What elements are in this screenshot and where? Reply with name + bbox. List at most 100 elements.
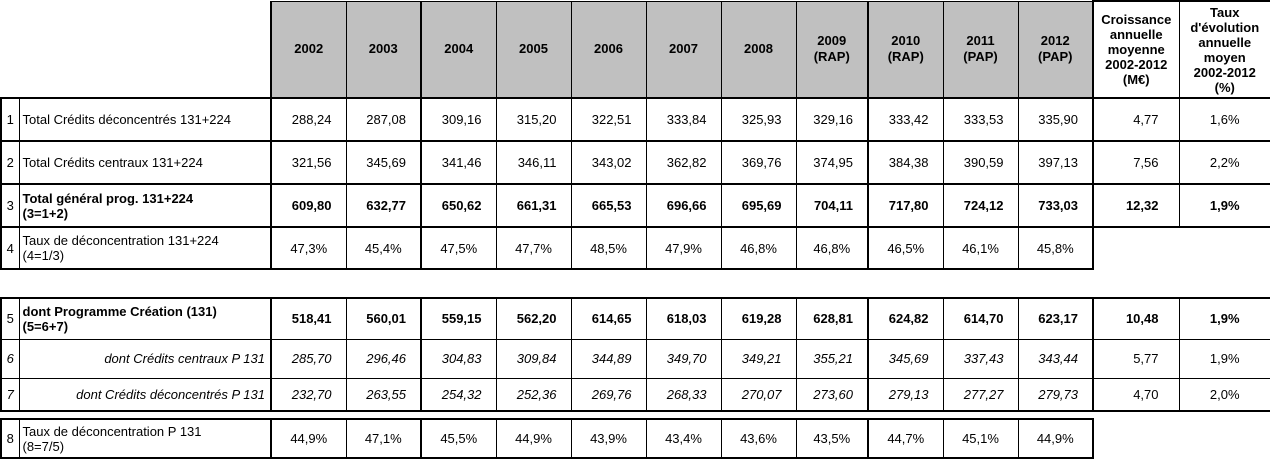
- year-label: 2008: [744, 41, 773, 57]
- value-cell: 45,8%: [1017, 226, 1094, 270]
- row-number: 5: [0, 297, 20, 340]
- table-row: 2 Total Crédits centraux 131+224 321,56 345…: [0, 140, 1270, 185]
- value-cell: 269,76: [570, 377, 647, 412]
- value-cell: 390,59: [942, 140, 1019, 185]
- value-cell: 315,20: [495, 97, 572, 142]
- value-cell: 296,46: [345, 338, 422, 379]
- table-header: 2002 2003 2004 2005 2006 2007 2008 2009 (RAP) 201…: [1, 0, 1270, 99]
- value-cell: 43,6%: [720, 418, 797, 459]
- value-cell: 43,4%: [645, 418, 722, 459]
- year-header: 2010 (RAP): [867, 0, 944, 99]
- value-cell: 333,84: [645, 97, 722, 142]
- rate-cell: 2,2%: [1178, 140, 1270, 185]
- rate-cell: 1,9%: [1178, 183, 1270, 228]
- year-label: 2007: [669, 41, 698, 57]
- row-label-line: (8=7/5): [22, 438, 65, 454]
- value-cell: 287,08: [345, 97, 422, 142]
- row-label: Total Crédits centraux 131+224: [18, 140, 272, 185]
- table-row: 6 dont Crédits centraux P 131 285,70 296,46…: [0, 338, 1270, 379]
- value-cell: 349,21: [720, 338, 797, 379]
- row-label: Total général prog. 131+224 (3=1+2): [18, 183, 272, 228]
- table-row: 1 Total Crédits déconcentrés 131+224 288,2…: [0, 97, 1270, 142]
- header-row: 2002 2003 2004 2005 2006 2007 2008 2009 (RAP) 201…: [1, 0, 1270, 99]
- empty-region: [1093, 227, 1270, 269]
- value-cell: 47,3%: [270, 226, 347, 270]
- value-cell: 277,27: [942, 377, 1019, 412]
- value-cell: 44,7%: [867, 418, 944, 459]
- year-header: 2008: [720, 0, 797, 99]
- value-cell: 335,90: [1017, 97, 1094, 142]
- rate-cell: 1,9%: [1178, 297, 1270, 340]
- table-row: 3 Total général prog. 131+224 (3=1+2) 609,8…: [0, 183, 1270, 228]
- rate-cell: 2,0%: [1178, 377, 1270, 412]
- value-cell: 333,42: [867, 97, 944, 142]
- row-label: Taux de déconcentration P 131 (8=7/5): [18, 418, 272, 459]
- table-row: 4 Taux de déconcentration 131+224 (4=1/3) 4…: [0, 226, 1270, 270]
- value-cell: 345,69: [345, 140, 422, 185]
- year-label: 2009: [817, 33, 847, 49]
- value-cell: 45,4%: [345, 226, 422, 270]
- value-cell: 717,80: [867, 183, 944, 228]
- growth-cell: 10,48: [1092, 297, 1180, 340]
- row-label-line: Taux de déconcentration P 131: [22, 423, 202, 439]
- value-cell: 369,76: [720, 140, 797, 185]
- value-cell: 628,81: [795, 297, 869, 340]
- value-cell: 518,41: [270, 297, 347, 340]
- year-header: 2012 (PAP): [1017, 0, 1094, 99]
- row-label: Taux de déconcentration 131+224 (4=1/3): [18, 226, 272, 270]
- rate-cell: 1,6%: [1178, 97, 1270, 142]
- value-cell: 47,7%: [495, 226, 572, 270]
- table-totals-131-224: 2002 2003 2004 2005 2006 2007 2008 2009 (RAP) 201…: [0, 0, 1270, 270]
- value-cell: 325,93: [720, 97, 797, 142]
- row-label-line: (3=1+2): [22, 205, 69, 221]
- value-cell: 623,17: [1017, 297, 1094, 340]
- summary-header-line: moyenne: [1107, 42, 1165, 57]
- year-header: 2007: [645, 0, 722, 99]
- year-sublabel: (PAP): [963, 49, 998, 65]
- summary-header-line: moyen: [1203, 49, 1246, 65]
- value-cell: 337,43: [942, 338, 1019, 379]
- value-cell: 374,95: [795, 140, 869, 185]
- row-number: 4: [0, 226, 20, 270]
- header-spacer: [1, 1, 271, 98]
- table-taux-deconcentration-p131: 8 Taux de déconcentration P 131 (8=7/5) 44,…: [0, 418, 1094, 459]
- value-cell: 618,03: [645, 297, 722, 340]
- value-cell: 47,1%: [345, 418, 422, 459]
- value-cell: 384,38: [867, 140, 944, 185]
- year-label: 2004: [444, 41, 474, 57]
- year-label: 2012: [1040, 33, 1070, 49]
- growth-cell: 7,56: [1092, 140, 1180, 185]
- row-label-line: Taux de déconcentration 131+224: [22, 233, 219, 248]
- value-cell: 288,24: [270, 97, 347, 142]
- summary-header-line: annuelle: [1198, 34, 1252, 50]
- table-row: 7 dont Crédits déconcentrés P 131 232,70 26…: [0, 377, 1270, 412]
- value-cell: 609,80: [270, 183, 347, 228]
- value-cell: 355,21: [795, 338, 869, 379]
- growth-cell: 5,77: [1092, 338, 1180, 379]
- table-row: 8 Taux de déconcentration P 131 (8=7/5) 44,…: [0, 418, 1094, 459]
- row-number: 8: [0, 418, 20, 459]
- row-number: 7: [0, 377, 20, 412]
- value-cell: 665,53: [570, 183, 647, 228]
- value-cell: 232,70: [270, 377, 347, 412]
- year-label: 2002: [294, 41, 324, 57]
- summary-header-line: Taux: [1210, 4, 1240, 20]
- value-cell: 46,8%: [720, 226, 797, 270]
- value-cell: 624,82: [867, 297, 944, 340]
- value-cell: 309,84: [495, 338, 572, 379]
- value-cell: 44,9%: [495, 418, 572, 459]
- value-cell: 285,70: [270, 338, 347, 379]
- value-cell: 650,62: [420, 183, 497, 228]
- value-cell: 321,56: [270, 140, 347, 185]
- value-cell: 45,1%: [942, 418, 1019, 459]
- value-cell: 45,5%: [420, 418, 497, 459]
- year-label: 2005: [519, 41, 548, 57]
- value-cell: 263,55: [345, 377, 422, 412]
- value-cell: 343,02: [570, 140, 647, 185]
- year-label: 2011: [966, 33, 995, 49]
- value-cell: 704,11: [795, 183, 869, 228]
- row-label: dont Crédits centraux P 131: [18, 338, 272, 379]
- value-cell: 345,69: [867, 338, 944, 379]
- value-cell: 46,8%: [795, 226, 869, 270]
- growth-cell: 4,77: [1092, 97, 1180, 142]
